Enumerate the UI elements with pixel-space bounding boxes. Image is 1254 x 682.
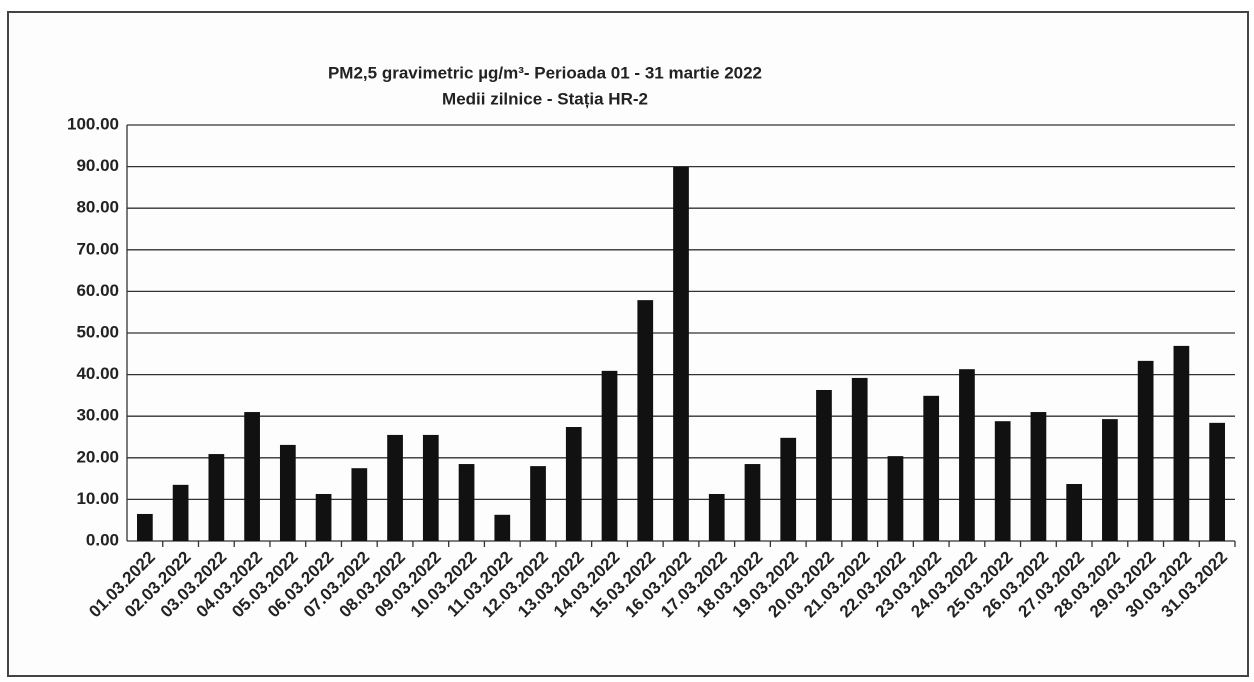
y-tick-label: 40.00 [76, 364, 119, 383]
y-tick-label: 90.00 [76, 156, 119, 175]
chart-title: PM2,5 gravimetric µg/m³- Perioada 01 - 3… [328, 63, 762, 82]
chart-subtitle: Medii zilnice - Stația HR-2 [442, 89, 648, 108]
bar [1137, 360, 1154, 541]
bar [1209, 422, 1225, 541]
bar [530, 466, 546, 541]
bar [172, 484, 189, 541]
bar [959, 369, 975, 541]
bar [780, 437, 797, 541]
bar [744, 464, 761, 541]
y-tick-label: 0.00 [86, 530, 119, 549]
bar [673, 167, 689, 542]
bar [422, 434, 439, 541]
y-tick-label: 80.00 [76, 198, 119, 217]
bar [887, 456, 904, 541]
y-tick-label: 30.00 [76, 406, 119, 425]
bar [1030, 412, 1047, 541]
bar [637, 300, 654, 541]
bar [244, 412, 260, 541]
bar [994, 421, 1011, 541]
y-tick-label: 100.00 [67, 114, 119, 133]
bar [494, 514, 511, 541]
bar [816, 389, 832, 541]
bar [923, 395, 940, 541]
bar [851, 377, 868, 541]
bar [1173, 345, 1190, 541]
bar [387, 434, 403, 541]
bar [708, 493, 725, 541]
bar [458, 464, 475, 541]
bar [565, 427, 582, 541]
bar [1102, 419, 1118, 541]
bar [315, 493, 332, 541]
bar [601, 370, 618, 541]
y-tick-label: 10.00 [76, 489, 119, 508]
y-tick-label: 50.00 [76, 322, 119, 341]
y-tick-label: 20.00 [76, 447, 119, 466]
frame [7, 11, 1249, 677]
bar [137, 513, 153, 541]
bar [351, 468, 368, 541]
bar [279, 444, 296, 541]
y-tick-label: 70.00 [76, 239, 119, 258]
y-tick-label: 60.00 [76, 281, 119, 300]
bar [208, 454, 225, 541]
bar [1066, 484, 1083, 541]
